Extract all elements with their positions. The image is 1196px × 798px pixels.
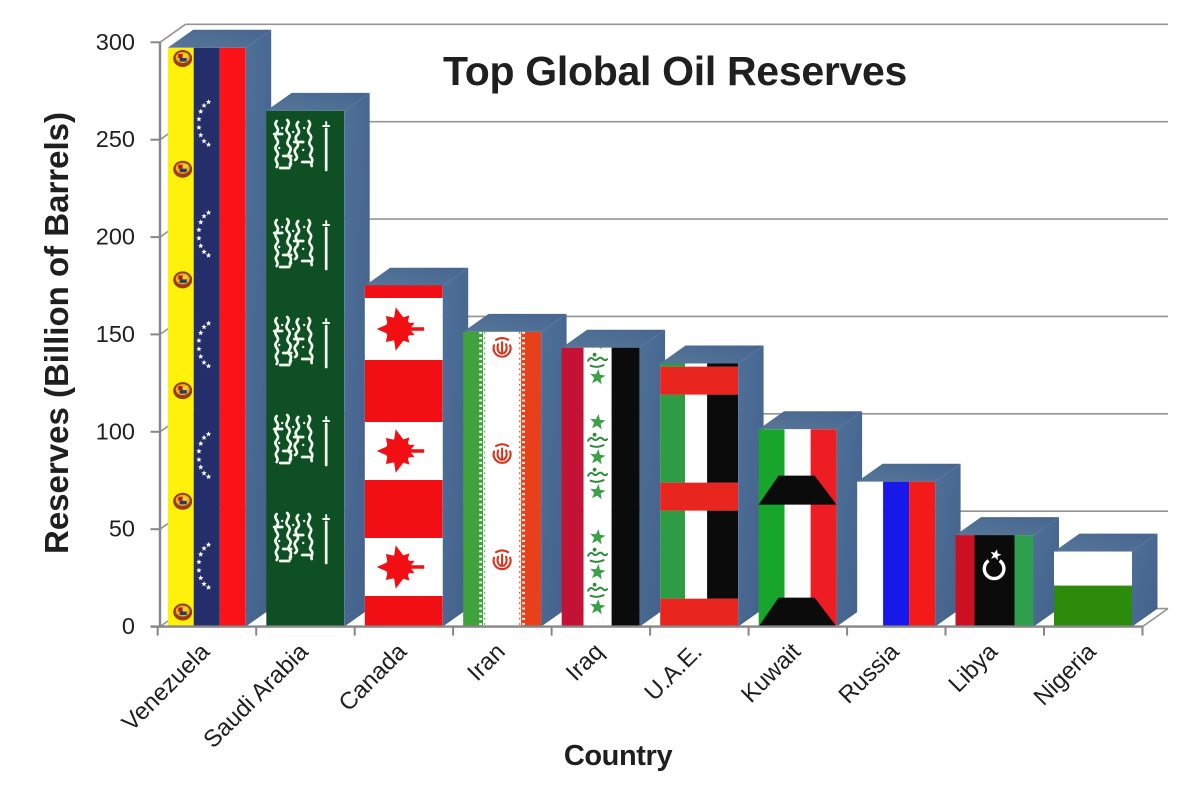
svg-text:Reserves (Billion of Barrels): Reserves (Billion of Barrels) — [38, 112, 75, 554]
svg-text:Country: Country — [564, 740, 673, 772]
svg-text:50: 50 — [109, 516, 135, 542]
svg-text:0: 0 — [122, 613, 135, 639]
svg-text:100: 100 — [96, 418, 135, 444]
svg-text:200: 200 — [96, 224, 135, 250]
svg-text:300: 300 — [96, 29, 135, 55]
svg-text:Top Global Oil Reserves: Top Global Oil Reserves — [443, 48, 907, 94]
svg-text:250: 250 — [96, 126, 135, 152]
svg-text:150: 150 — [96, 321, 135, 347]
